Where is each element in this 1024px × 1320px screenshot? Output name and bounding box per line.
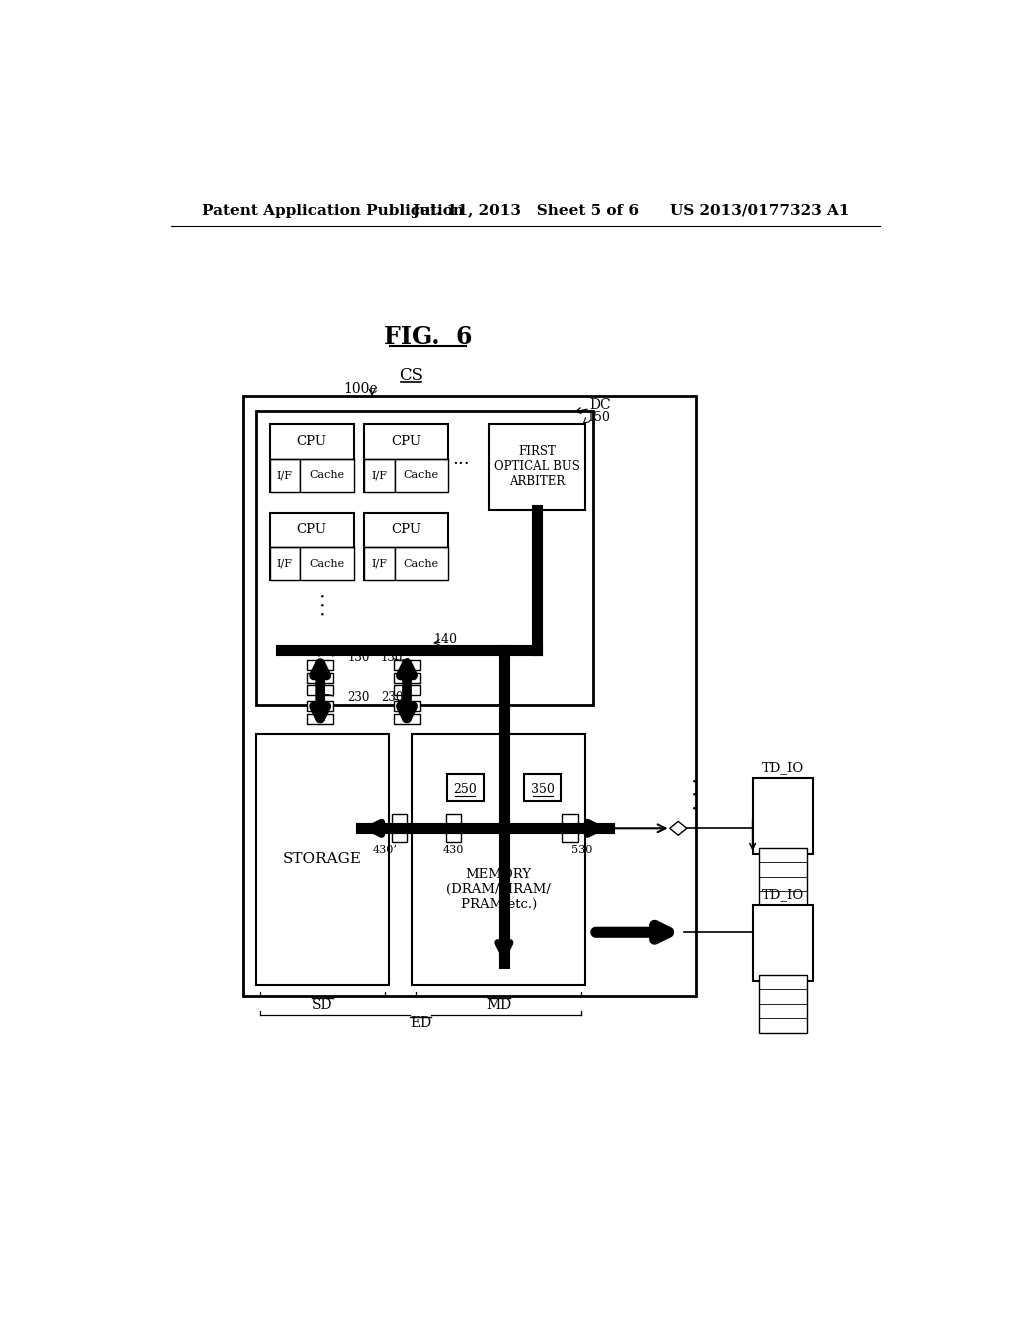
Bar: [256, 734, 389, 985]
Bar: [256, 411, 593, 705]
Bar: [391, 814, 407, 842]
Text: CPU: CPU: [297, 524, 327, 536]
Text: 430’: 430’: [373, 845, 397, 855]
Polygon shape: [670, 821, 687, 836]
Text: Cache: Cache: [403, 470, 439, 480]
Bar: [307, 685, 334, 696]
Text: US 2013/0177323 A1: US 2013/0177323 A1: [671, 203, 850, 218]
Text: ...: ...: [453, 450, 470, 467]
Text: CPU: CPU: [391, 434, 421, 447]
Text: 350: 350: [530, 783, 555, 796]
Bar: [759, 847, 807, 906]
Text: Jul. 11, 2013   Sheet 5 of 6: Jul. 11, 2013 Sheet 5 of 6: [413, 203, 639, 218]
Text: 230: 230: [381, 690, 403, 704]
Bar: [300, 548, 353, 581]
Text: 130: 130: [381, 651, 403, 664]
Bar: [270, 459, 300, 492]
Text: ⋅: ⋅: [690, 801, 697, 818]
Text: CS: CS: [399, 367, 423, 384]
Text: ⋅: ⋅: [690, 787, 697, 805]
Bar: [394, 701, 420, 711]
Text: 100e: 100e: [343, 383, 378, 396]
Bar: [270, 548, 300, 581]
Bar: [307, 714, 334, 723]
Text: 140: 140: [434, 634, 458, 647]
Text: ⋅: ⋅: [318, 607, 325, 624]
Bar: [307, 701, 334, 711]
Bar: [394, 673, 420, 682]
Text: TD_IO: TD_IO: [762, 888, 804, 902]
Text: 430: 430: [442, 845, 464, 855]
Text: CPU: CPU: [391, 524, 421, 536]
Bar: [394, 685, 420, 696]
Bar: [243, 396, 696, 997]
Bar: [394, 459, 449, 492]
Text: 230: 230: [347, 690, 370, 704]
Text: DC: DC: [589, 397, 610, 412]
Bar: [300, 459, 353, 492]
Bar: [365, 424, 449, 492]
Text: Cache: Cache: [309, 470, 344, 480]
Text: STORAGE: STORAGE: [283, 853, 362, 866]
Text: I/F: I/F: [372, 470, 387, 480]
Text: MEMORY
(DRAM/MRAM/
PRAM etc.): MEMORY (DRAM/MRAM/ PRAM etc.): [446, 869, 551, 911]
Text: I/F: I/F: [276, 470, 293, 480]
Bar: [489, 424, 586, 510]
Text: I/F: I/F: [372, 558, 387, 569]
Text: Cache: Cache: [309, 558, 344, 569]
Text: 530: 530: [571, 845, 593, 855]
Text: 130: 130: [347, 651, 370, 664]
Text: ED: ED: [410, 1016, 431, 1030]
Text: SD: SD: [312, 998, 333, 1011]
Text: Patent Application Publication: Patent Application Publication: [202, 203, 464, 218]
Bar: [524, 775, 561, 800]
Bar: [307, 660, 334, 671]
Bar: [365, 459, 394, 492]
Text: 150: 150: [587, 412, 610, 425]
Bar: [759, 974, 807, 1034]
Text: ⋅: ⋅: [318, 598, 325, 615]
Text: I/F: I/F: [276, 558, 293, 569]
Text: ⋅: ⋅: [690, 774, 697, 791]
Bar: [753, 906, 813, 981]
Text: FIRST
OPTICAL BUS
ARBITER: FIRST OPTICAL BUS ARBITER: [495, 445, 581, 488]
Text: FIG.  6: FIG. 6: [384, 325, 472, 348]
Text: MD: MD: [486, 998, 511, 1011]
Bar: [753, 779, 813, 854]
Bar: [413, 734, 586, 985]
Bar: [307, 673, 334, 682]
Text: Cache: Cache: [403, 558, 439, 569]
Bar: [394, 548, 449, 581]
Text: ⋅: ⋅: [318, 589, 325, 606]
Bar: [562, 814, 578, 842]
Bar: [394, 714, 420, 723]
Text: CPU: CPU: [297, 434, 327, 447]
Bar: [270, 512, 353, 581]
Bar: [446, 775, 483, 800]
Bar: [365, 548, 394, 581]
Text: 250: 250: [454, 783, 477, 796]
Bar: [445, 814, 461, 842]
Bar: [270, 424, 353, 492]
Bar: [394, 660, 420, 671]
Text: TD_IO: TD_IO: [762, 760, 804, 774]
Bar: [365, 512, 449, 581]
